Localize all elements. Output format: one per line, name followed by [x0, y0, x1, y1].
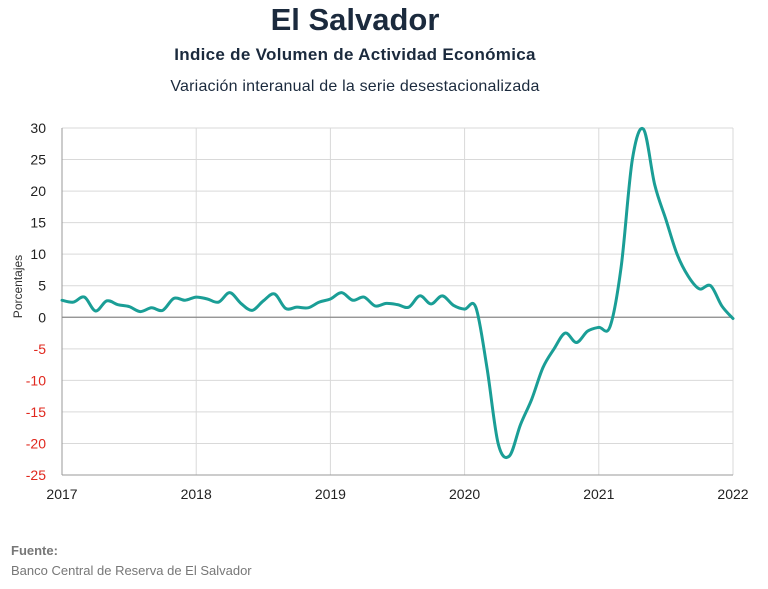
- source-text: Banco Central de Reserva de El Salvador: [11, 563, 252, 578]
- y-tick-label: 15: [30, 215, 46, 231]
- y-axis-title: Porcentajes: [11, 255, 25, 318]
- y-tick-label: -5: [34, 341, 47, 357]
- y-tick-label: -15: [26, 404, 46, 420]
- y-tick-label: -10: [26, 372, 46, 388]
- y-tick-label: 10: [30, 246, 46, 262]
- y-tick-label: 30: [30, 120, 46, 136]
- x-tick-label: 2022: [717, 486, 748, 502]
- chart-subtitle-secondary: Variación interanual de la serie desesta…: [170, 78, 540, 95]
- x-tick-label: 2017: [46, 486, 77, 502]
- x-tick-label: 2018: [181, 486, 212, 502]
- y-tick-label: 20: [30, 183, 46, 199]
- y-tick-label: 5: [38, 278, 46, 294]
- x-tick-label: 2020: [449, 486, 480, 502]
- x-tick-label: 2021: [583, 486, 614, 502]
- y-tick-label: -25: [26, 467, 46, 483]
- source-label: Fuente:: [11, 543, 58, 558]
- y-tick-label: 25: [30, 152, 46, 168]
- x-tick-label: 2019: [315, 486, 346, 502]
- chart-subtitle: Indice de Volumen de Actividad Económica: [174, 45, 536, 64]
- series-line: [60, 126, 735, 459]
- chart-title: El Salvador: [270, 2, 440, 37]
- y-tick-label: 0: [38, 309, 46, 325]
- y-tick-label: -20: [26, 435, 46, 451]
